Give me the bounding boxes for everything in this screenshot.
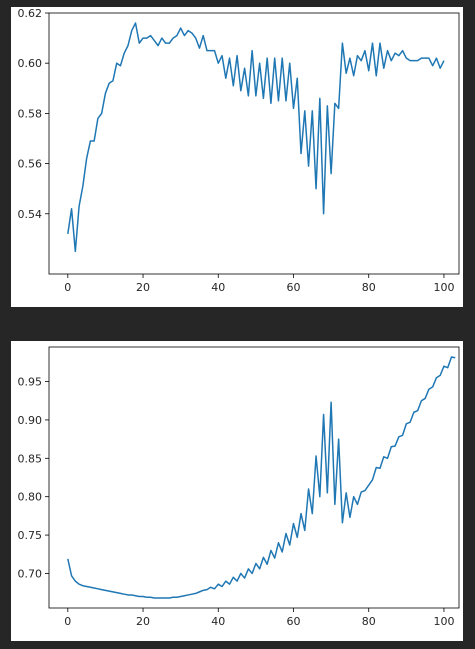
chart-panel-bottom: 0 20 40 60 80 100 0.70 0.75 0.80 0.85 0.90 0.95 xyxy=(11,341,463,641)
plot-frame xyxy=(48,346,460,609)
y-tick-label: 0.90 xyxy=(18,414,43,427)
chart-top: 0 20 40 60 80 100 0.54 0.56 0.58 0.60 0.62 xyxy=(18,7,460,294)
x-tick-label: 60 xyxy=(286,615,300,628)
y-tick-label: 0.80 xyxy=(18,491,43,504)
x-tick-label: 40 xyxy=(211,615,225,628)
x-tick-label: 20 xyxy=(136,281,150,294)
y-tick-label: 0.70 xyxy=(18,567,43,580)
x-tick-label: 100 xyxy=(433,281,454,294)
y-tick-label: 0.75 xyxy=(18,529,43,542)
series-line xyxy=(67,356,456,599)
x-tick-label: 0 xyxy=(64,615,71,628)
x-tick-label: 40 xyxy=(211,281,225,294)
x-tick-label: 80 xyxy=(362,615,376,628)
y-tick-label: 0.58 xyxy=(18,107,43,120)
x-tick-label: 20 xyxy=(136,615,150,628)
y-tick-label: 0.95 xyxy=(18,376,43,389)
x-tick-label: 60 xyxy=(286,281,300,294)
y-tick-label: 0.85 xyxy=(18,452,43,465)
y-tick-label: 0.62 xyxy=(18,7,43,20)
x-tick-label: 100 xyxy=(433,615,454,628)
chart-panel-top: 0 20 40 60 80 100 0.54 0.56 0.58 0.60 0.62 xyxy=(11,7,463,307)
y-tick-label: 0.56 xyxy=(18,158,43,171)
y-tick-label: 0.60 xyxy=(18,57,43,70)
series-line xyxy=(67,22,445,253)
plot-frame xyxy=(48,12,460,275)
y-tick-label: 0.54 xyxy=(18,208,43,221)
chart-bottom: 0 20 40 60 80 100 0.70 0.75 0.80 0.85 0.90 0.95 xyxy=(18,346,460,628)
x-tick-label: 80 xyxy=(362,281,376,294)
x-tick-label: 0 xyxy=(64,281,71,294)
